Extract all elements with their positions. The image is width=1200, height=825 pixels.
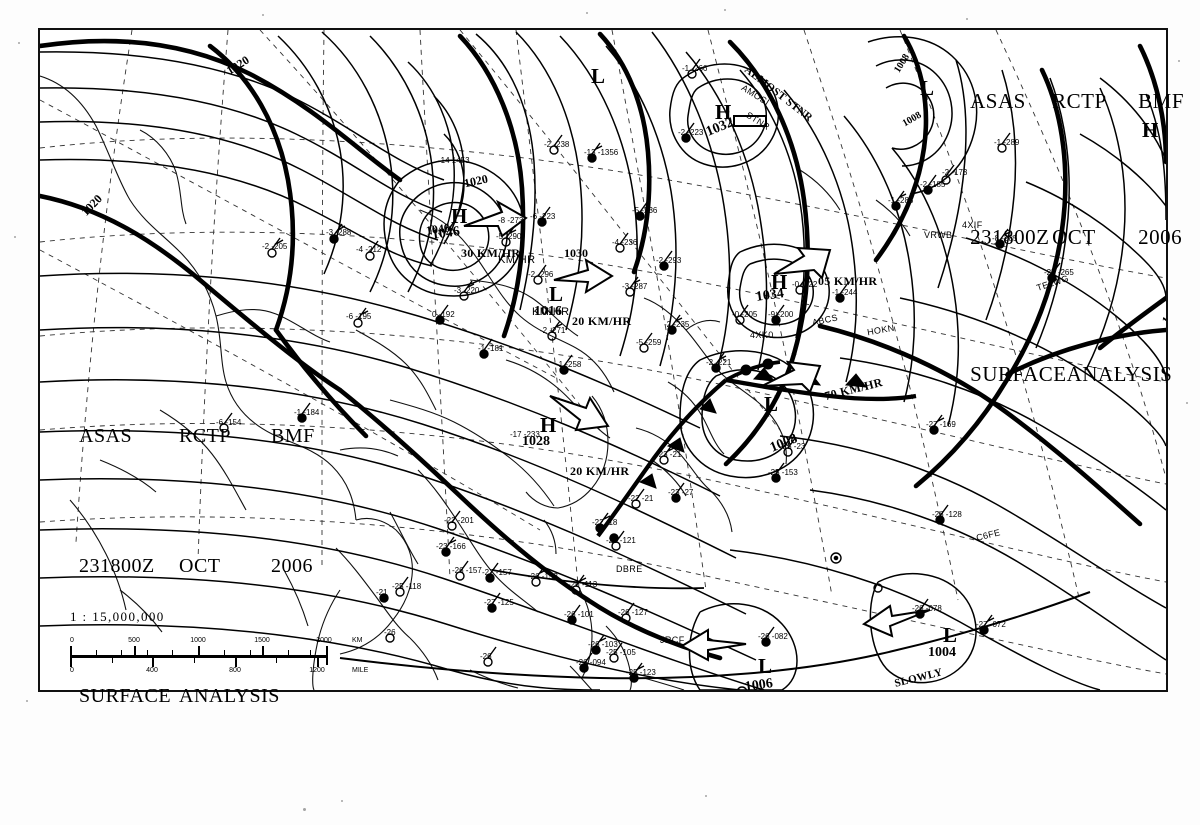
header-level: SURFACE — [970, 361, 1067, 386]
footer-datetime: 231800Z — [79, 555, 155, 577]
scale-km-value: 1000 — [190, 637, 206, 644]
scan-speck — [705, 795, 707, 797]
header-year: 2006 — [1138, 225, 1183, 250]
chart-footer-title: ASAS RCTP BMF 231800Z OCT 2006 SURFACE ANALYS… — [46, 345, 315, 787]
scale-mile-value: 0 — [70, 667, 74, 674]
scan-speck — [341, 800, 343, 802]
scale-tick-km — [326, 646, 328, 655]
header-line-3: SURFACEANALYSIS — [936, 334, 1184, 416]
scan-speck — [18, 42, 20, 44]
scale-tick-mile — [317, 658, 319, 667]
scale-tick-km-minor — [121, 650, 122, 655]
scale-tick-km — [262, 646, 264, 655]
scale-tick-km — [70, 646, 72, 655]
footer-year: 2006 — [271, 555, 313, 577]
scale-km-value: 500 — [128, 637, 140, 644]
scale-tick-km — [134, 646, 136, 655]
isobar-layer-thin — [40, 31, 1166, 690]
header-line-2: 231800Z OCT 2006 — [936, 197, 1184, 279]
scale-tick-mile-minor — [194, 658, 195, 663]
isobar-layer-bold — [40, 31, 1166, 661]
scale-tick-km-minor — [310, 650, 311, 655]
scale-tick-km-minor — [288, 650, 289, 655]
chart-header-title: ASAS RCTP BMF 231800Z OCT 2006 SURFACEANALYS… — [936, 6, 1184, 470]
header-product-code: ASAS — [970, 88, 1026, 113]
scale-bar-end-cap — [70, 648, 72, 665]
scale-km-value: 0 — [70, 637, 74, 644]
scale-bar-graphic: 0 500 1000 1500 2000 KM 0 400 800 1200 M… — [70, 637, 368, 677]
scale-tick-km — [198, 646, 200, 655]
scale-km-unit: KM — [352, 637, 363, 644]
map-scale: 1 : 15,000,000 — [70, 609, 368, 677]
footer-line-2: 231800Z OCT 2006 — [46, 527, 315, 605]
scale-tick-mile-minor — [276, 658, 277, 663]
footer-station-code: RCTP — [179, 425, 232, 447]
station-plot-layer — [219, 58, 1061, 690]
chart-canvas — [40, 30, 1166, 690]
scale-tick-km-minor — [96, 650, 97, 655]
scan-speck — [1186, 402, 1188, 404]
scan-speck — [14, 236, 16, 238]
scan-speck — [26, 700, 28, 702]
scale-bar-line — [70, 655, 328, 658]
scan-speck — [303, 808, 306, 811]
movement-arrow-layer — [463, 115, 931, 662]
scale-mile-value: 1200 — [309, 667, 325, 674]
scale-tick-km-minor — [147, 650, 148, 655]
scale-tick-km-minor — [224, 650, 225, 655]
header-office-code: BMF — [1138, 88, 1184, 113]
header-product-type: ANALYSIS — [1066, 361, 1173, 386]
scan-speck — [262, 14, 264, 16]
scale-mile-value: 800 — [229, 667, 241, 674]
footer-line-3: SURFACE ANALYSIS — [46, 657, 315, 735]
header-line-1: ASAS RCTP BMF — [936, 61, 1184, 143]
scan-speck — [966, 18, 968, 20]
scan-speck — [1178, 60, 1180, 62]
scale-ratio-label: 1 : 15,000,000 — [70, 609, 165, 624]
footer-product-code: ASAS — [79, 425, 133, 447]
scale-tick-km-minor — [172, 650, 173, 655]
footer-month: OCT — [179, 555, 221, 577]
scan-speck — [586, 12, 588, 14]
scale-bar-end-cap — [326, 648, 328, 665]
scale-mile-unit: MILE — [352, 667, 369, 674]
scale-tick-mile — [235, 658, 237, 667]
header-station-code: RCTP — [1052, 88, 1107, 113]
scale-km-value: 2000 — [316, 637, 332, 644]
scale-mile-value: 400 — [146, 667, 158, 674]
scale-tick-km-minor — [250, 650, 251, 655]
footer-office-code: BMF — [271, 425, 315, 447]
header-datetime: 231800Z — [970, 225, 1050, 250]
scale-km-value: 1500 — [254, 637, 270, 644]
header-month: OCT — [1052, 225, 1096, 250]
pressure-system-motion: SLOWLY — [692, 690, 741, 692]
scale-tick-mile — [70, 658, 72, 667]
scale-tick-mile — [152, 658, 154, 667]
scale-tick-mile-minor — [112, 658, 113, 663]
scan-speck — [724, 9, 726, 11]
footer-line-1: ASAS RCTP BMF — [46, 397, 315, 475]
footer-product-type: ANALYSIS — [179, 685, 280, 707]
footer-level: SURFACE — [79, 685, 172, 707]
